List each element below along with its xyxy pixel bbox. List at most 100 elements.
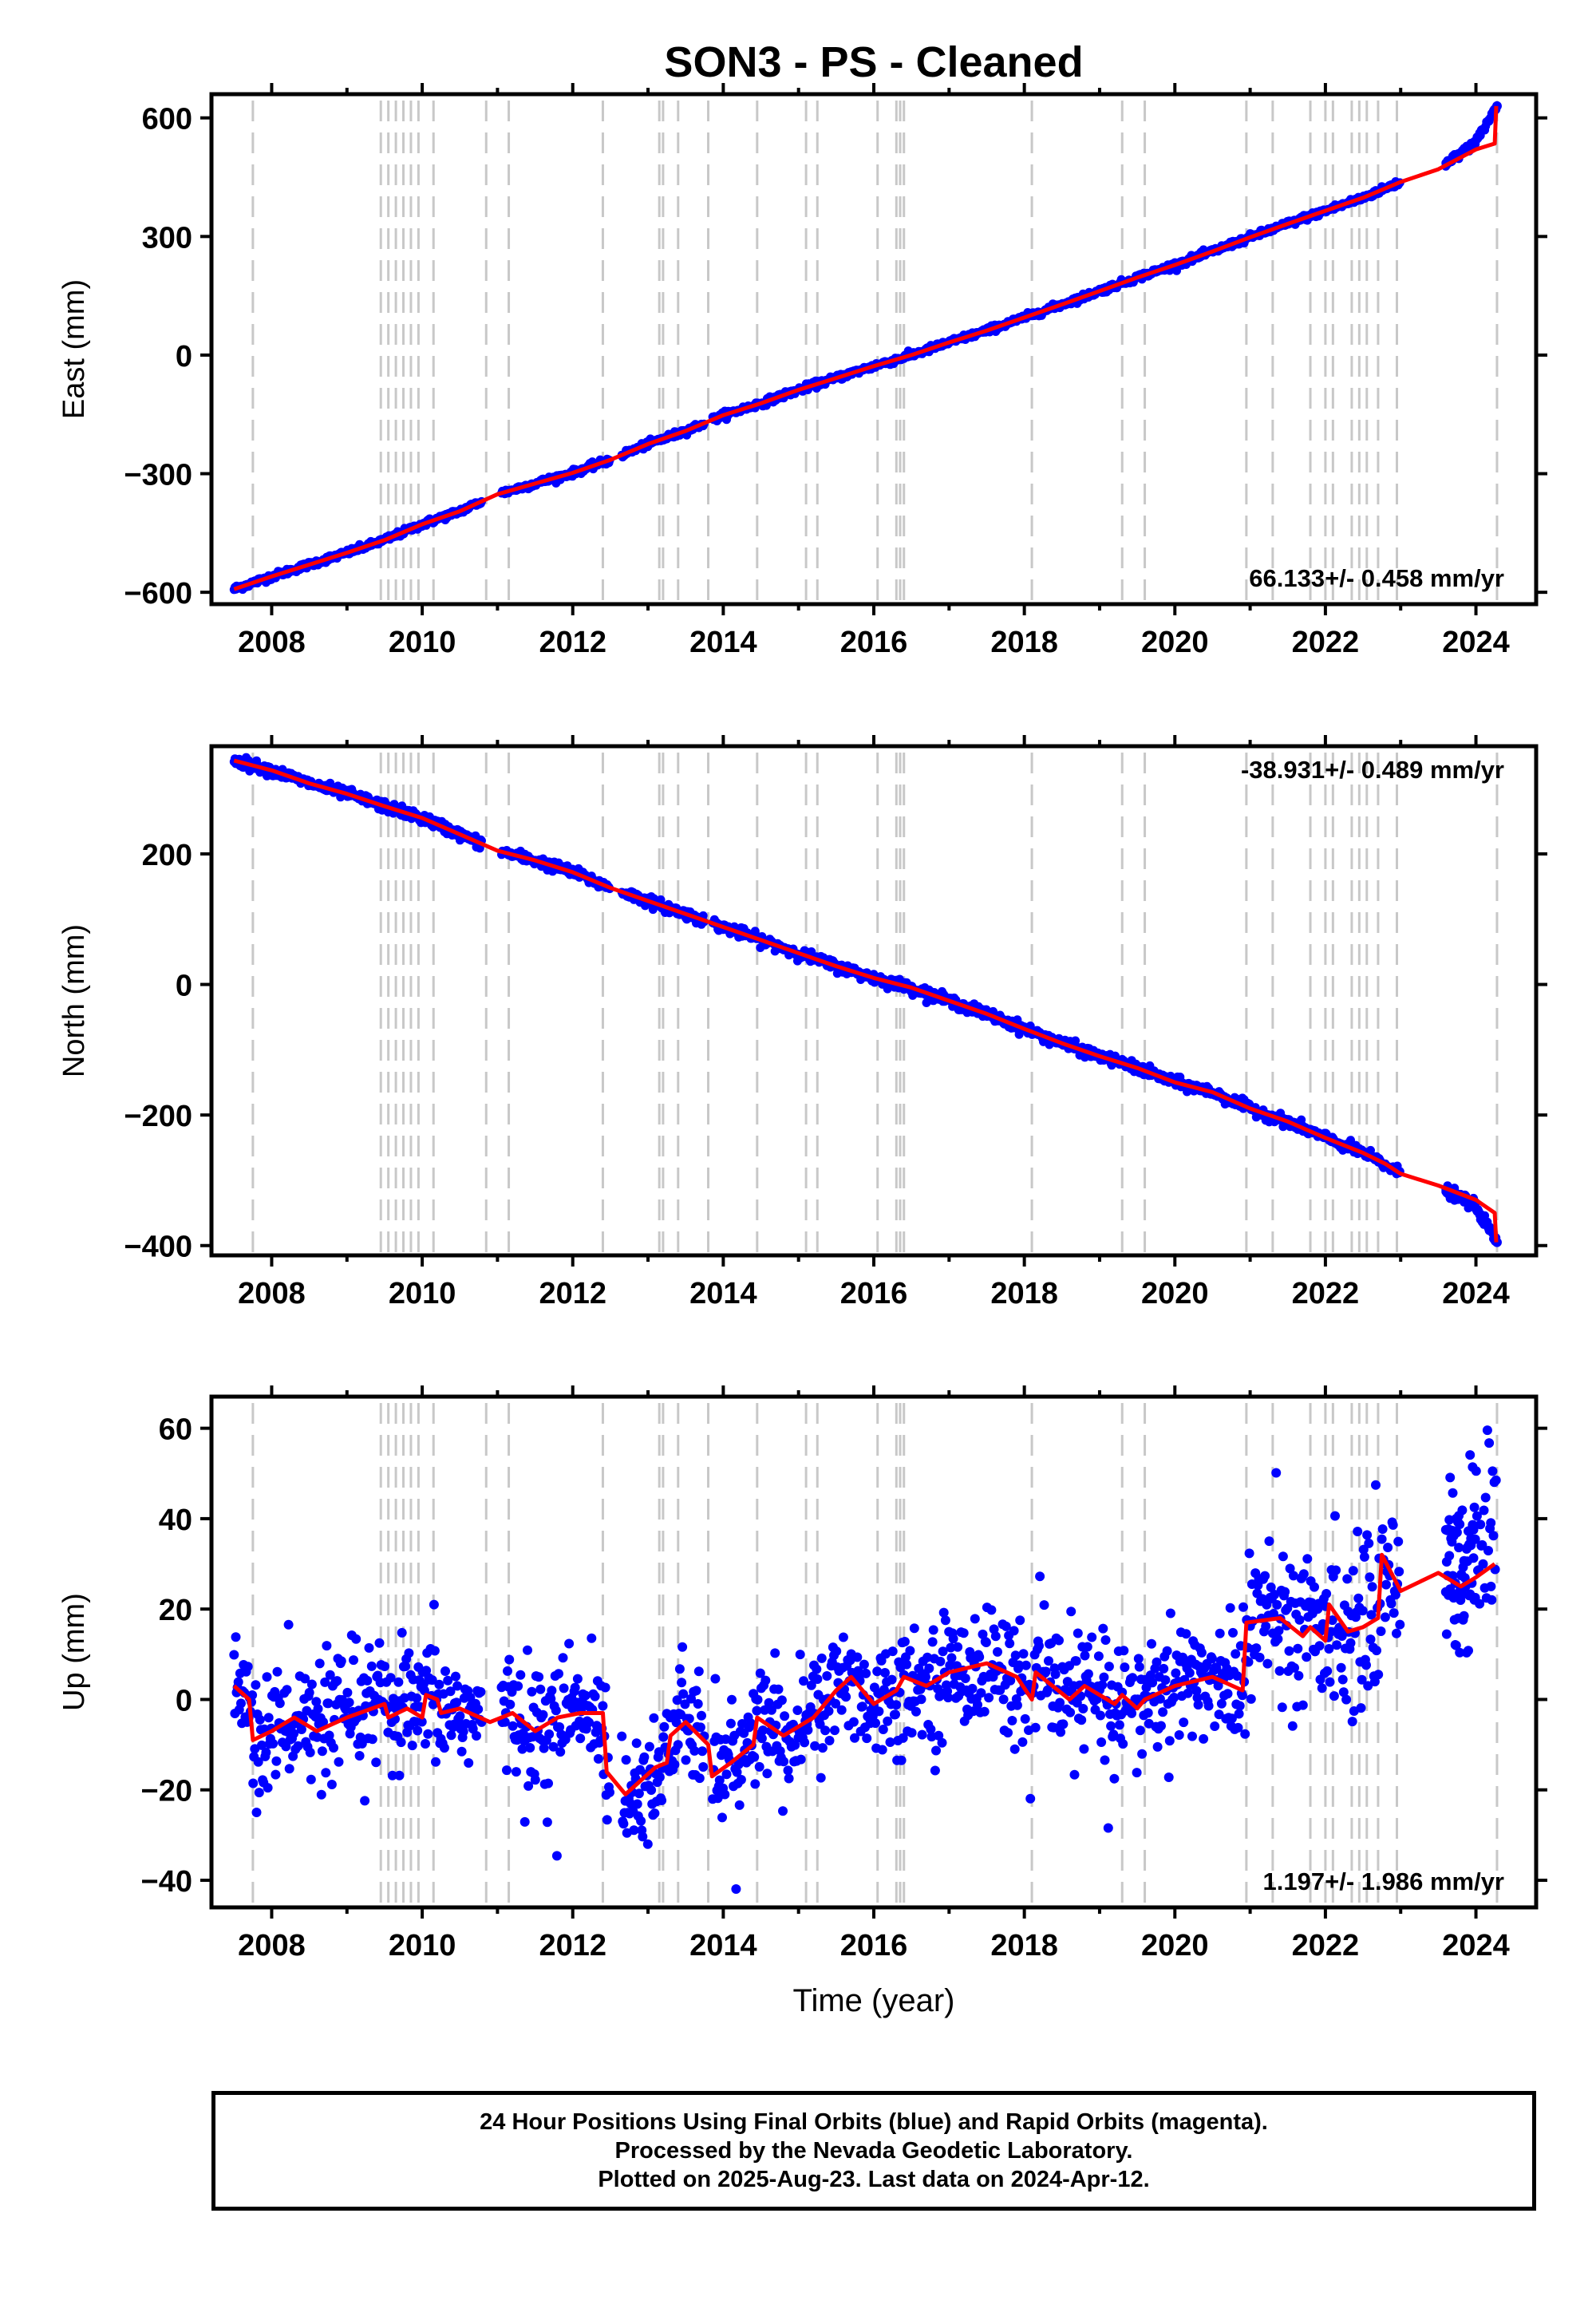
data-point (404, 1648, 414, 1658)
data-point (1235, 1701, 1245, 1711)
data-point (1005, 1638, 1015, 1649)
data-point (1293, 1643, 1303, 1654)
data-point (862, 1733, 872, 1744)
y-tick-label: −40 (141, 1865, 192, 1899)
data-point (1389, 1608, 1399, 1618)
data-point (1459, 1611, 1469, 1621)
data-point (313, 1704, 323, 1714)
data-point (600, 1682, 610, 1693)
data-point (1087, 1632, 1097, 1642)
data-point (631, 1738, 642, 1749)
x-tick-label: 2016 (840, 1277, 908, 1310)
x-tick-label: 2008 (238, 626, 306, 659)
data-point (1394, 1567, 1404, 1577)
data-point (937, 1737, 947, 1748)
data-point (710, 1674, 721, 1684)
data-point (1302, 1652, 1312, 1662)
data-point (1469, 1502, 1479, 1512)
data-point (282, 1685, 292, 1695)
data-point (397, 1627, 407, 1638)
panel-east: −600 −300 0 300 600 2008 2010 2012 2014 2016 2018 2… (57, 83, 1547, 659)
x-tick-label: 2008 (238, 1929, 306, 1962)
data-point (374, 1638, 385, 1648)
data-point (750, 1779, 760, 1789)
data-point (880, 1668, 890, 1678)
data-point (1152, 1741, 1163, 1752)
data-point (1372, 1646, 1381, 1656)
panel-up: −40 −20 0 20 40 60 2008 2010 2012 2014 2016 2018 202… (57, 1385, 1547, 1962)
data-point (440, 1666, 450, 1676)
data-point (1132, 1768, 1142, 1778)
model-line (233, 105, 1499, 591)
data-point (1468, 1553, 1479, 1563)
data-point (464, 1758, 474, 1768)
data-point (472, 1731, 481, 1741)
x-tick-label: 2022 (1292, 1929, 1360, 1962)
data-point (958, 1628, 969, 1638)
data-point (1371, 1480, 1381, 1490)
data-point (832, 1646, 842, 1656)
data-point (981, 1638, 991, 1647)
data-point (646, 1785, 657, 1795)
data-point (1254, 1652, 1265, 1662)
data-point (1380, 1612, 1390, 1622)
data-point (736, 1775, 746, 1784)
data-point (306, 1679, 317, 1690)
data-point (1134, 1662, 1144, 1672)
data-point (1162, 1646, 1172, 1656)
data-point (304, 1687, 314, 1697)
data-point (1322, 1666, 1333, 1676)
data-point (773, 1684, 784, 1694)
data-point (231, 1632, 241, 1642)
data-point (617, 1731, 627, 1741)
y-tick-label: −600 (124, 577, 192, 611)
data-point (1331, 1565, 1341, 1575)
data-point (1336, 1662, 1346, 1673)
data-point (1480, 1492, 1491, 1503)
data-point (820, 1725, 831, 1736)
data-point (841, 1692, 851, 1702)
data-point (305, 1747, 315, 1757)
data-point (538, 1709, 548, 1720)
data-point (329, 1743, 338, 1753)
data-point (1357, 1606, 1368, 1616)
data-point (1310, 1582, 1319, 1592)
y-tick-label: −200 (124, 1100, 192, 1133)
data-point (1486, 1581, 1496, 1591)
data-point (254, 1788, 264, 1798)
data-point (1020, 1713, 1030, 1724)
data-point (1464, 1646, 1473, 1656)
data-point (314, 1658, 325, 1669)
data-point (1487, 1466, 1498, 1476)
data-point (429, 1646, 440, 1656)
x-tick-label: 2010 (389, 1277, 456, 1310)
data-point (731, 1884, 741, 1894)
data-point (1362, 1530, 1373, 1540)
data-point (1330, 1511, 1340, 1521)
model-line (233, 758, 1499, 1243)
data-point (1077, 1715, 1087, 1725)
data-point (1287, 1721, 1298, 1731)
data-point (1158, 1707, 1168, 1717)
data-point (1244, 1548, 1254, 1559)
data-point (1137, 1749, 1148, 1759)
data-point (1159, 1663, 1169, 1674)
data-point (916, 1694, 926, 1705)
data-point (1341, 1694, 1352, 1705)
data-point (504, 1654, 515, 1665)
data-point (1284, 1646, 1294, 1656)
data-point (1193, 1700, 1203, 1710)
x-tick-label: 2024 (1442, 1929, 1510, 1962)
data-point (816, 1653, 827, 1663)
data-point (412, 1693, 422, 1703)
data-point (953, 1642, 963, 1652)
data-point (1225, 1603, 1235, 1613)
data-point (1156, 1721, 1166, 1731)
y-axis-label: North (mm) (57, 924, 91, 1077)
x-tick-label: 2020 (1141, 626, 1209, 659)
data-point (1458, 1562, 1468, 1572)
x-tick-label: 2014 (689, 1277, 757, 1310)
data-point (446, 1730, 456, 1741)
data-point (1353, 1593, 1364, 1603)
